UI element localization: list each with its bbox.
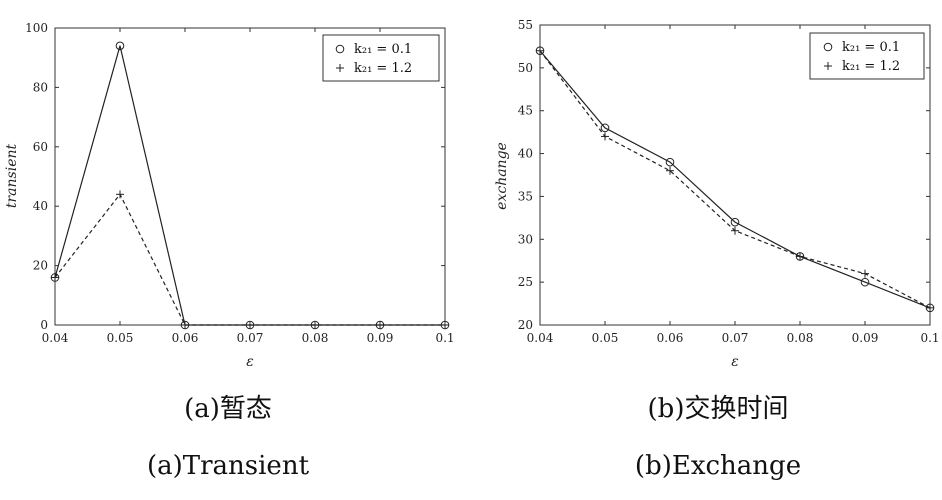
legend-box	[809, 32, 925, 80]
y-ticks: 20 25 30 35 40 45 50 55	[518, 18, 930, 332]
legend-plus-marker-icon	[824, 62, 832, 70]
x-tick-label: 0.04	[527, 331, 554, 345]
data-point-circle	[600, 123, 610, 133]
y-tick-label: 80	[33, 80, 48, 94]
y-tick-label: 25	[518, 275, 533, 289]
y-tick-label: 50	[518, 61, 533, 75]
data-point-plus	[666, 166, 674, 175]
legend-plus-marker-icon	[336, 64, 344, 72]
y-tick-label: 60	[33, 140, 48, 154]
data-point-plus	[601, 132, 609, 141]
x-tick-label: 0.07	[722, 331, 749, 345]
legend-label: k₂₁ = 1.2	[354, 61, 412, 76]
y-tick-label: 0	[40, 318, 48, 332]
x-tick-label: 0.06	[172, 331, 199, 345]
caption-cn: (a)暂态	[184, 394, 272, 424]
data-point-plus	[731, 226, 739, 235]
y-ticks: 0 20 40 60 80 100	[25, 21, 445, 332]
y-tick-label: 40	[33, 199, 48, 213]
data-point-circle	[115, 41, 125, 51]
y-tick-label: 30	[518, 232, 533, 246]
x-tick-label: 0.05	[592, 331, 619, 345]
data-point-plus	[796, 252, 804, 261]
legend-label: k₂₁ = 0.1	[842, 40, 900, 55]
data-point-circle	[730, 217, 740, 227]
x-tick-label: 0.04	[42, 331, 69, 345]
data-point-circle	[860, 277, 870, 287]
y-tick-label: 20	[33, 259, 48, 273]
y-tick-label: 100	[25, 21, 48, 35]
x-tick-label: 0.07	[237, 331, 264, 345]
y-tick-label: 40	[518, 147, 533, 161]
x-axis-label: ε	[731, 354, 739, 370]
legend: k₂₁ = 0.1 k₂₁ = 1.2	[809, 32, 925, 80]
x-tick-label: 0.09	[367, 331, 394, 345]
x-tick-label: 0.08	[302, 331, 329, 345]
y-axis-label: exchange	[494, 142, 510, 210]
legend: k₂₁ = 0.1 k₂₁ = 1.2	[322, 34, 440, 82]
x-tick-label: 0.1	[435, 331, 454, 345]
y-tick-label: 20	[518, 318, 533, 332]
x-tick-label: 0.05	[107, 331, 134, 345]
legend-circle-marker-icon	[335, 44, 345, 54]
legend-label: k₂₁ = 0.1	[354, 42, 412, 57]
caption-en: (a)Transient	[147, 451, 310, 481]
y-axis-label: transient	[4, 143, 20, 208]
x-tick-label: 0.1	[920, 331, 939, 345]
y-tick-label: 35	[518, 189, 533, 203]
caption-cn: (b)交换时间	[648, 394, 789, 424]
x-tick-label: 0.06	[657, 331, 684, 345]
data-point-plus	[536, 46, 544, 55]
legend-box	[322, 34, 440, 82]
x-ticks: 0.04 0.05 0.06 0.07 0.08 0.09 0.1	[42, 28, 455, 345]
chart-panel-exchange: 0.04 0.05 0.06 0.07 0.08 0.09 0.1 20 25 30 35 40 45…	[494, 18, 940, 481]
data-point-plus	[116, 190, 124, 199]
x-tick-label: 0.08	[787, 331, 814, 345]
y-tick-label: 55	[518, 18, 533, 32]
data-point-plus	[926, 303, 934, 312]
series-line	[539, 50, 931, 309]
x-ticks: 0.04 0.05 0.06 0.07 0.08 0.09 0.1	[527, 25, 940, 345]
caption-en: (b)Exchange	[635, 451, 801, 481]
chart-marks	[535, 46, 935, 313]
data-point-circle	[665, 157, 675, 167]
legend-label: k₂₁ = 1.2	[842, 59, 900, 74]
y-tick-label: 45	[518, 104, 533, 118]
legend-circle-marker-icon	[823, 42, 833, 52]
x-axis-label: ε	[246, 354, 254, 370]
data-point-plus	[861, 269, 869, 278]
chart-panel-transient: 0.04 0.05 0.06 0.07 0.08 0.09 0.1 0 20 40 60 80 100…	[4, 21, 455, 481]
x-tick-label: 0.09	[852, 331, 879, 345]
data-point-plus	[51, 273, 59, 282]
